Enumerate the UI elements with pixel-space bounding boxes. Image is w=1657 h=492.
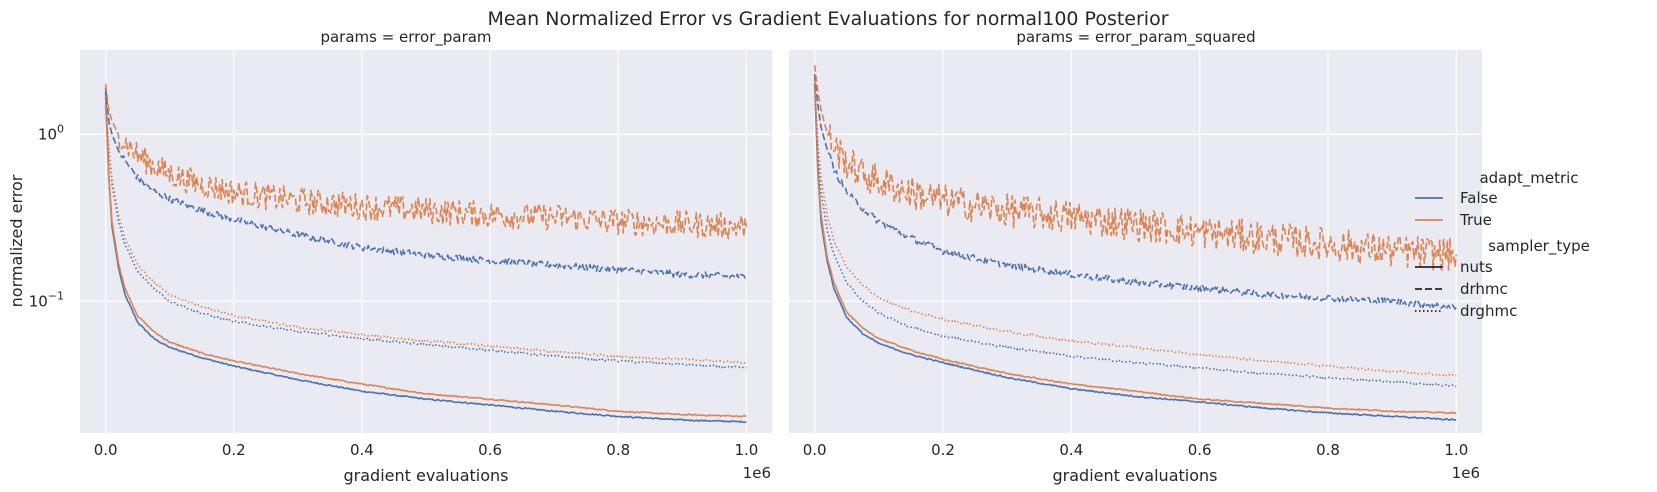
x-tick-label: 0.6 (1188, 441, 1212, 459)
legend-label: nuts (1460, 258, 1493, 276)
series-line-false-drghmc (104, 95, 747, 369)
x-offset-label: 1e6 (743, 464, 771, 482)
x-tick-label: 1.0 (1444, 441, 1468, 459)
series-line-true-drghmc (104, 95, 747, 365)
y-axis-label: normalized error (7, 174, 26, 307)
series-line-true-drhmc (104, 83, 748, 240)
series-line-true-drhmc (813, 65, 1458, 271)
panel-error-param: params = error_param 0.0 0.2 0.4 0.6 0.8 1.0 … (7, 28, 772, 485)
series-line-false-drhmc (813, 73, 1457, 311)
x-tick-label: 0.4 (1059, 441, 1083, 459)
x-axis-label: gradient evaluations (344, 466, 509, 485)
y-tick-label: 10−1 (29, 289, 64, 310)
series-line-true-nuts (104, 104, 747, 418)
x-offset-label: 1e6 (1452, 464, 1480, 482)
plot-area (80, 50, 772, 433)
x-tick-label: 1.0 (734, 441, 758, 459)
y-tick-label: 100 (38, 122, 64, 143)
figure-suptitle: Mean Normalized Error vs Gradient Evalua… (487, 8, 1168, 30)
x-tick-label: 0.8 (606, 441, 630, 459)
panel-title: params = error_param_squared (1016, 28, 1255, 47)
plot-area (789, 50, 1482, 433)
series-line-false-nuts (104, 91, 747, 424)
series-line-false-nuts (813, 84, 1457, 421)
x-tick-label: 0.2 (931, 441, 955, 459)
legend-style-title: sampler_type (1488, 237, 1590, 256)
legend-hue-title: adapt_metric (1479, 169, 1578, 188)
x-tick-label: 0.6 (478, 441, 502, 459)
x-tick-label: 0.0 (803, 441, 827, 459)
x-tick-label: 0.8 (1316, 441, 1340, 459)
series-line-true-nuts (813, 77, 1457, 415)
x-axis-label: gradient evaluations (1053, 466, 1218, 485)
legend: adapt_metric False True sampler_type nuts… (1415, 169, 1590, 320)
panel-error-param-squared: params = error_param_squared 0.0 0.2 0.4 0.… (789, 28, 1482, 485)
x-tick-label: 0.2 (222, 441, 246, 459)
panel-title: params = error_param (320, 28, 491, 47)
legend-label: drhmc (1460, 280, 1508, 298)
legend-label: True (1459, 211, 1492, 229)
x-tick-label: 0.0 (94, 441, 118, 459)
x-tick-label: 0.4 (350, 441, 374, 459)
series-line-false-drhmc (104, 87, 747, 280)
legend-label: False (1460, 189, 1498, 207)
legend-label: drghmc (1460, 302, 1517, 320)
